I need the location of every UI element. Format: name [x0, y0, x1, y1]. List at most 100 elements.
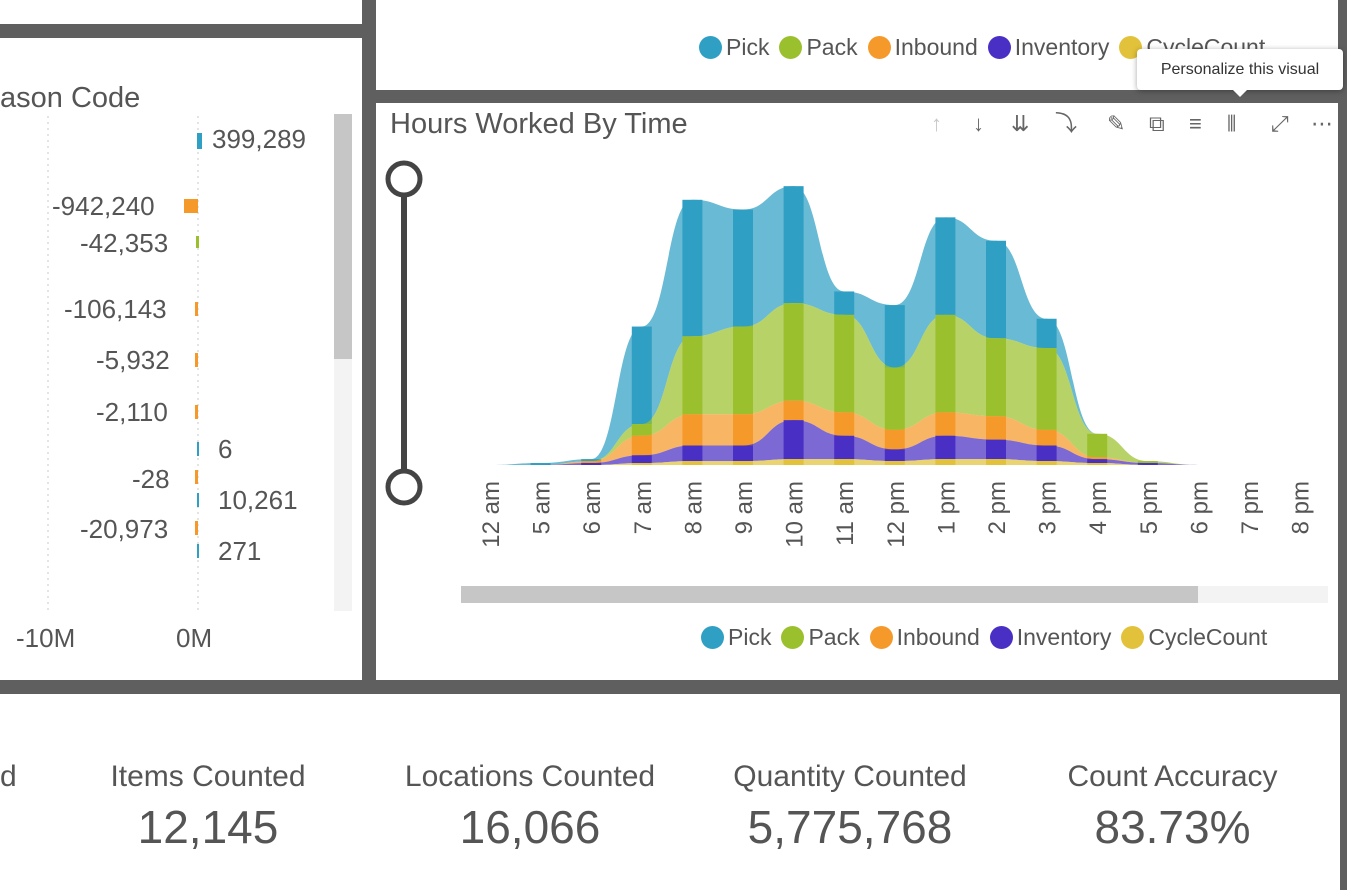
data-point-pick[interactable]: [935, 217, 956, 315]
top-left-panel: [0, 0, 362, 24]
x-tick-label: 6 pm: [1186, 481, 1213, 534]
data-point-pick[interactable]: [631, 326, 652, 425]
data-point-inbound[interactable]: [783, 400, 804, 421]
personalize-icon[interactable]: ⫴: [1227, 111, 1237, 136]
bar: [197, 493, 199, 507]
data-label: 10,261: [218, 485, 298, 515]
data-point-inbound[interactable]: [1087, 457, 1108, 460]
data-point-pack[interactable]: [783, 303, 804, 401]
data-point-inbound[interactable]: [631, 435, 652, 456]
horizontal-scrollbar-thumb: [461, 586, 1198, 603]
legend-item-pack[interactable]: Pack: [781, 624, 860, 651]
data-point-inventory[interactable]: [884, 449, 905, 462]
data-point-pack[interactable]: [682, 336, 703, 415]
data-point-inventory[interactable]: [682, 445, 703, 462]
data-label: -20,973: [80, 514, 169, 544]
kpi-card-partial: d: [0, 760, 30, 794]
data-point-cyclecount[interactable]: [935, 459, 956, 465]
data-point-pack[interactable]: [631, 424, 652, 436]
data-point-pack[interactable]: [1087, 433, 1108, 458]
data-point-inbound[interactable]: [834, 412, 855, 436]
data-point-cyclecount[interactable]: [631, 463, 652, 465]
data-point-cyclecount[interactable]: [986, 459, 1006, 465]
legend-item-inventory[interactable]: Inventory: [987, 34, 1109, 61]
kpi-value: 16,066: [459, 801, 601, 853]
expand-hierarchy-icon[interactable]: ⤵: [1055, 111, 1078, 136]
data-point-pick[interactable]: [783, 186, 804, 304]
data-point-pack[interactable]: [884, 367, 905, 430]
data-point-cyclecount[interactable]: [834, 459, 855, 465]
data-point-inbound[interactable]: [733, 414, 753, 446]
focus-mode-icon[interactable]: ⤢: [1271, 111, 1289, 136]
bar: [197, 442, 199, 456]
data-point-pack[interactable]: [1036, 348, 1057, 430]
axis-tick-label: 0M: [176, 623, 213, 653]
legend-dot-icon: [699, 36, 722, 59]
data-point-inbound[interactable]: [935, 412, 956, 436]
data-point-inventory[interactable]: [986, 439, 1006, 460]
data-point-inventory[interactable]: [631, 455, 652, 464]
data-point-inbound[interactable]: [884, 429, 905, 450]
data-point-cyclecount[interactable]: [884, 461, 905, 465]
kpi-items-counted[interactable]: Items Counted 12,145: [88, 760, 328, 854]
data-point-inventory[interactable]: [834, 435, 855, 460]
data-point-inventory[interactable]: [935, 435, 956, 460]
data-point-cyclecount[interactable]: [733, 461, 753, 465]
legend-item-inbound[interactable]: Inbound: [867, 34, 978, 61]
data-point-cyclecount[interactable]: [783, 459, 804, 465]
data-point-inventory[interactable]: [733, 445, 753, 462]
kpi-value: 83.73%: [1094, 801, 1251, 853]
data-point-inbound[interactable]: [581, 461, 602, 464]
data-point-cyclecount[interactable]: [682, 461, 703, 465]
arrow-down-icon[interactable]: ↓: [973, 111, 984, 136]
kpi-quantity-counted[interactable]: Quantity Counted 5,775,768: [705, 760, 995, 854]
x-tick-label: 7 pm: [1237, 481, 1264, 534]
data-point-pack[interactable]: [733, 326, 753, 415]
data-point-pack[interactable]: [935, 314, 956, 413]
more-options-icon[interactable]: ⋯: [1311, 111, 1333, 136]
data-point-pick[interactable]: [581, 459, 602, 462]
data-point-pick[interactable]: [682, 199, 703, 337]
data-point-inventory[interactable]: [1036, 445, 1057, 462]
kpi-value: 12,145: [137, 801, 279, 853]
legend-item-inventory[interactable]: Inventory: [989, 624, 1111, 651]
data-point-pick[interactable]: [986, 240, 1006, 339]
data-point-inventory[interactable]: [1087, 459, 1108, 464]
zoom-slider[interactable]: [385, 160, 423, 506]
data-point-inventory[interactable]: [783, 420, 804, 460]
x-tick-label: 10 am: [782, 481, 809, 548]
bar: [195, 470, 198, 484]
legend-dot-icon: [1121, 626, 1145, 649]
data-point-cyclecount[interactable]: [1036, 461, 1057, 465]
data-point-pick[interactable]: [530, 463, 551, 465]
visual-title: ason Code: [0, 82, 141, 114]
data-point-pack[interactable]: [1137, 461, 1158, 464]
legend-item-pack[interactable]: Pack: [779, 34, 858, 61]
data-point-pack[interactable]: [834, 314, 855, 413]
kpi-locations-counted[interactable]: Locations Counted 16,066: [380, 760, 680, 854]
left-visual[interactable]: ason Code 399,289 -942,240 -42,353 -106,…: [0, 38, 362, 680]
kpi-label: d: [0, 760, 17, 793]
data-point-inbound[interactable]: [986, 416, 1006, 440]
data-point-pick[interactable]: [733, 209, 753, 327]
filter-icon[interactable]: ≡: [1189, 111, 1202, 136]
data-point-cyclecount[interactable]: [1087, 463, 1108, 465]
data-point-inventory[interactable]: [1137, 463, 1158, 465]
legend-item-cyclecount[interactable]: CycleCount: [1121, 624, 1267, 651]
x-tick-label: 5 pm: [1136, 481, 1163, 534]
data-point-pick[interactable]: [884, 305, 905, 368]
legend-item-pick[interactable]: Pick: [699, 34, 769, 61]
kpi-count-accuracy[interactable]: Count Accuracy 83.73%: [1040, 760, 1305, 854]
legend-item-inbound[interactable]: Inbound: [869, 624, 980, 651]
pin-icon[interactable]: ✎: [1107, 111, 1126, 136]
data-point-pack[interactable]: [986, 338, 1006, 417]
double-arrow-down-icon[interactable]: ⇊: [1011, 111, 1030, 136]
data-point-inbound[interactable]: [1036, 429, 1057, 446]
copy-icon[interactable]: ⧉: [1149, 111, 1165, 136]
arrow-up-icon[interactable]: ↑: [931, 111, 942, 136]
data-point-inventory[interactable]: [581, 463, 602, 465]
legend-item-pick[interactable]: Pick: [701, 624, 771, 651]
data-point-inbound[interactable]: [682, 414, 703, 446]
data-point-pick[interactable]: [1036, 318, 1057, 348]
data-point-pick[interactable]: [834, 291, 855, 315]
